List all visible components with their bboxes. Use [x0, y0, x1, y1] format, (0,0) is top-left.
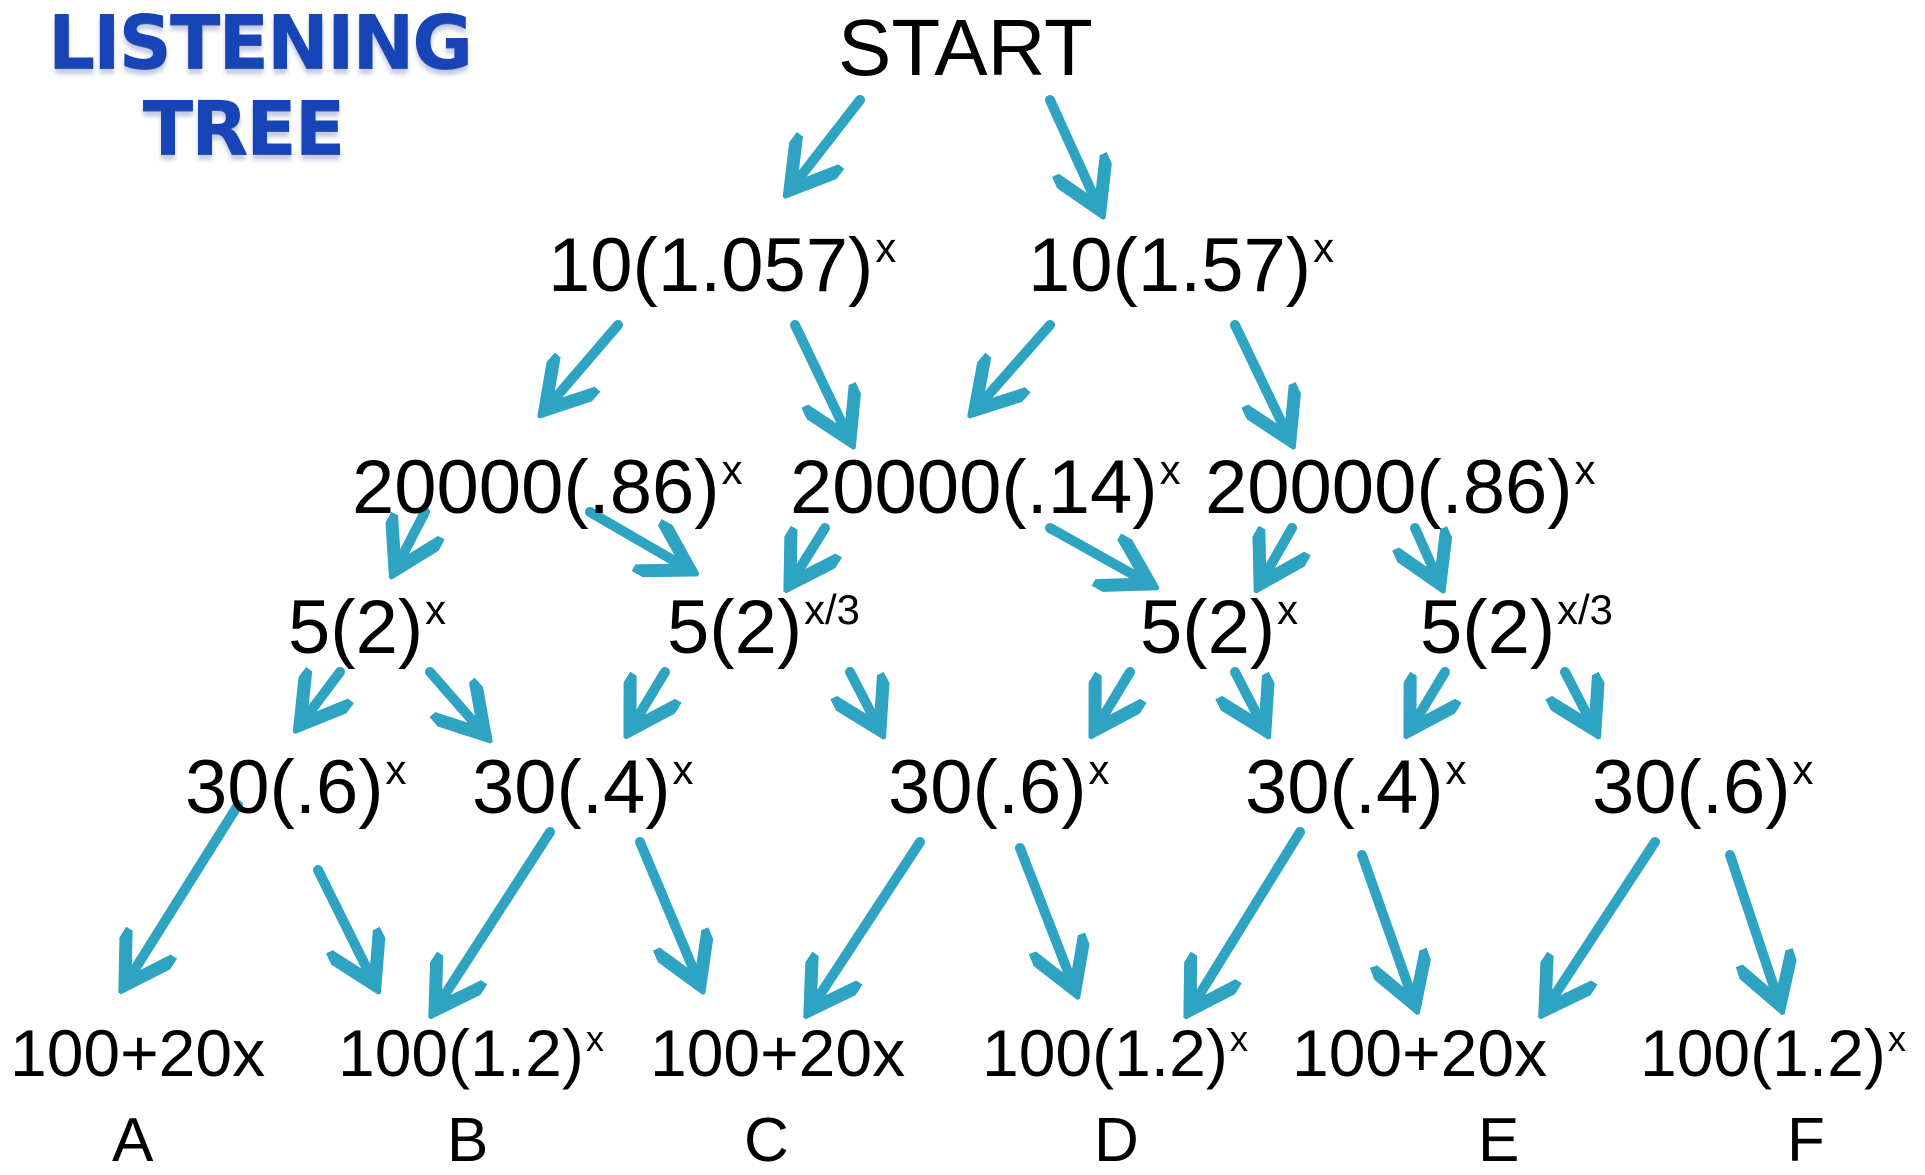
node-l5b-exponent: x: [585, 1017, 604, 1059]
node-l1b-base: 10(1.57): [1028, 223, 1312, 308]
node-l1a: 10(1.057)x: [548, 226, 896, 304]
diagram-title: LISTENING TREE: [48, 0, 473, 172]
arrow-l4e-left: [1545, 837, 1660, 1010]
arrow-l4d-left: [1190, 827, 1305, 1010]
node-l5c: 100+20x: [650, 1020, 905, 1086]
node-l3d-base: 5(2): [1420, 585, 1556, 670]
arrow-l4b-left: [435, 827, 555, 1010]
node-l2c-base: 20000(.86): [1205, 445, 1573, 530]
node-l4c-exponent: x: [1088, 745, 1110, 793]
node-l5a-label: 100+20x: [10, 1016, 266, 1090]
arrow-l2a-left: [395, 507, 425, 570]
arrow-start-left: [790, 95, 865, 190]
node-l4e-exponent: x: [1792, 745, 1814, 793]
arrow-l2c-right: [1415, 523, 1440, 584]
node-l3b: 5(2)x/3: [667, 588, 860, 666]
node-l5d-exponent: x: [1229, 1017, 1248, 1059]
node-start-label: START: [838, 3, 1093, 92]
node-l5e-label: 100+20x: [1292, 1016, 1548, 1090]
node-l5d: 100(1.2)x: [982, 1020, 1248, 1086]
node-l4e: 30(.6)x: [1592, 748, 1813, 826]
arrow-l2b-left: [790, 523, 825, 584]
node-l4d: 30(.4)x: [1245, 748, 1466, 826]
node-l2c-exponent: x: [1574, 445, 1596, 493]
arrow-l2c-left: [1260, 523, 1292, 584]
arrow-l3a-left: [300, 667, 340, 725]
node-l3a-base: 5(2): [288, 585, 424, 670]
node-l4a-exponent: x: [385, 745, 407, 793]
node-l3a: 5(2)x: [288, 588, 446, 666]
node-l1b: 10(1.57)x: [1028, 226, 1334, 304]
node-l2b-base: 20000(.14): [790, 445, 1158, 530]
arrow-l2b-right: [1045, 523, 1150, 584]
node-l1b-exponent: x: [1313, 223, 1334, 271]
leaf-letter-c: C: [744, 1106, 789, 1175]
arrow-l3c-left: [1095, 667, 1130, 730]
node-l4e-base: 30(.6): [1592, 745, 1791, 830]
node-l1a-exponent: x: [875, 223, 897, 271]
node-l2a: 20000(.86)x: [352, 448, 743, 526]
arrow-l4c-left: [810, 837, 925, 1010]
node-l4c-base: 30(.6): [888, 745, 1087, 830]
arrow-l4a-left: [125, 800, 243, 985]
node-l3d-exponent: x/3: [1557, 585, 1613, 633]
leaf-letter-d: D: [1094, 1106, 1139, 1175]
arrow-l4e-right: [1725, 850, 1780, 1005]
arrow-l3d-right: [1565, 667, 1595, 730]
node-l3c-base: 5(2): [1140, 585, 1276, 670]
node-l4b: 30(.4)x: [472, 748, 693, 826]
node-l3c-exponent: x: [1277, 585, 1299, 633]
node-l3a-exponent: x: [425, 585, 447, 633]
arrow-l4d-right: [1357, 850, 1415, 1005]
node-l3b-base: 5(2): [667, 585, 803, 670]
node-l4b-exponent: x: [672, 745, 694, 793]
arrow-start-right: [1045, 95, 1100, 210]
node-l2b: 20000(.14)x: [790, 448, 1181, 526]
node-l1a-base: 10(1.057): [548, 223, 874, 308]
title-line-2: TREE: [142, 86, 346, 172]
node-l5a: 100+20x: [10, 1020, 265, 1086]
node-l2c: 20000(.86)x: [1205, 448, 1596, 526]
arrow-l3a-right: [425, 667, 485, 735]
arrow-l1b-left: [975, 320, 1055, 410]
node-l2b-exponent: x: [1159, 445, 1181, 493]
leaf-letter-a: A: [112, 1106, 154, 1175]
node-l3b-exponent: x/3: [804, 585, 860, 633]
arrow-l3b-right: [850, 667, 880, 730]
node-l4d-base: 30(.4): [1245, 745, 1444, 830]
title-line-1: LISTENING: [48, 0, 473, 86]
arrow-l4a-right: [313, 865, 375, 985]
arrow-l2a-right: [585, 507, 690, 570]
node-l4a-base: 30(.6): [185, 745, 384, 830]
arrow-l4b-right: [635, 837, 700, 985]
arrow-l4c-right: [1015, 843, 1075, 990]
node-l4c: 30(.6)x: [888, 748, 1109, 826]
node-l2a-base: 20000(.86): [352, 445, 720, 530]
node-l5f-base: 100(1.2): [1640, 1016, 1886, 1090]
leaf-letter-f: F: [1787, 1106, 1825, 1175]
node-l3c: 5(2)x: [1140, 588, 1298, 666]
node-l5d-base: 100(1.2): [982, 1016, 1228, 1090]
node-l5f: 100(1.2)x: [1640, 1020, 1906, 1086]
node-l2a-exponent: x: [721, 445, 743, 493]
leaf-letter-e: E: [1478, 1106, 1520, 1175]
node-l3d: 5(2)x/3: [1420, 588, 1613, 666]
node-l5b: 100(1.2)x: [338, 1020, 604, 1086]
node-l5e: 100+20x: [1292, 1020, 1547, 1086]
node-l4b-base: 30(.4): [472, 745, 671, 830]
arrow-l1b-right: [1230, 320, 1290, 440]
arrow-l3d-left: [1410, 667, 1445, 730]
node-l5c-label: 100+20x: [650, 1016, 906, 1090]
arrow-l3b-left: [630, 667, 665, 730]
arrow-l1a-right: [790, 320, 850, 440]
leaf-letter-b: B: [447, 1106, 489, 1175]
node-l4d-exponent: x: [1445, 745, 1467, 793]
node-l4a: 30(.6)x: [185, 748, 406, 826]
node-l5f-exponent: x: [1887, 1017, 1906, 1059]
node-start: START: [838, 8, 1093, 88]
arrow-l1a-left: [545, 320, 623, 410]
arrow-l3c-right: [1235, 667, 1265, 730]
node-l5b-base: 100(1.2): [338, 1016, 584, 1090]
